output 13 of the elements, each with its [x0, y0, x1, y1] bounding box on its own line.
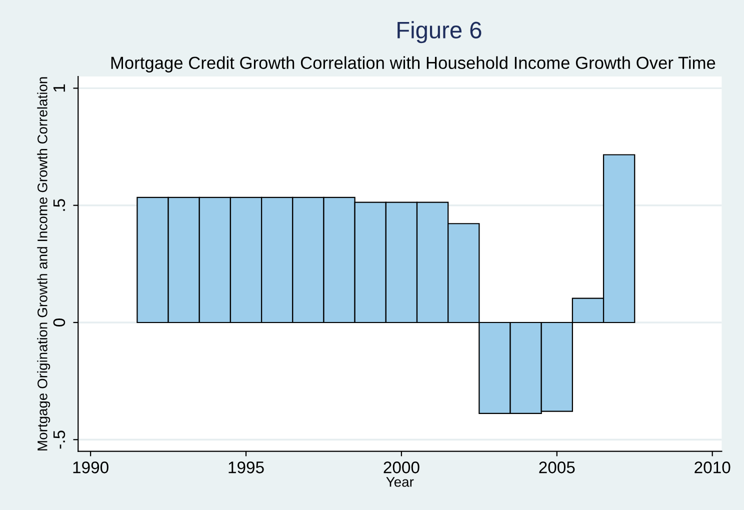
x-tick-label: 2010 [694, 462, 730, 474]
x-tick-label: 1995 [228, 462, 264, 474]
chart-subtitle: Mortgage Credit Growth Correlation with Household Income Growth Over Time [111, 56, 716, 72]
chart-title: Figure 6 [398, 21, 482, 44]
y-tick-label: -.5 [53, 430, 66, 449]
x-tick-label: 1990 [73, 462, 108, 474]
y-tick-label: 1 [53, 84, 65, 92]
x-tick-label: 2000 [384, 462, 420, 474]
x-tick-label: 2005 [539, 462, 575, 474]
y-axis-title: Mortgage Origination Growth and Income Growth Correlation [37, 77, 50, 450]
y-tick-label: .5 [53, 199, 66, 211]
y-tick-label: 0 [53, 318, 66, 326]
x-axis-title: Year [386, 477, 414, 487]
